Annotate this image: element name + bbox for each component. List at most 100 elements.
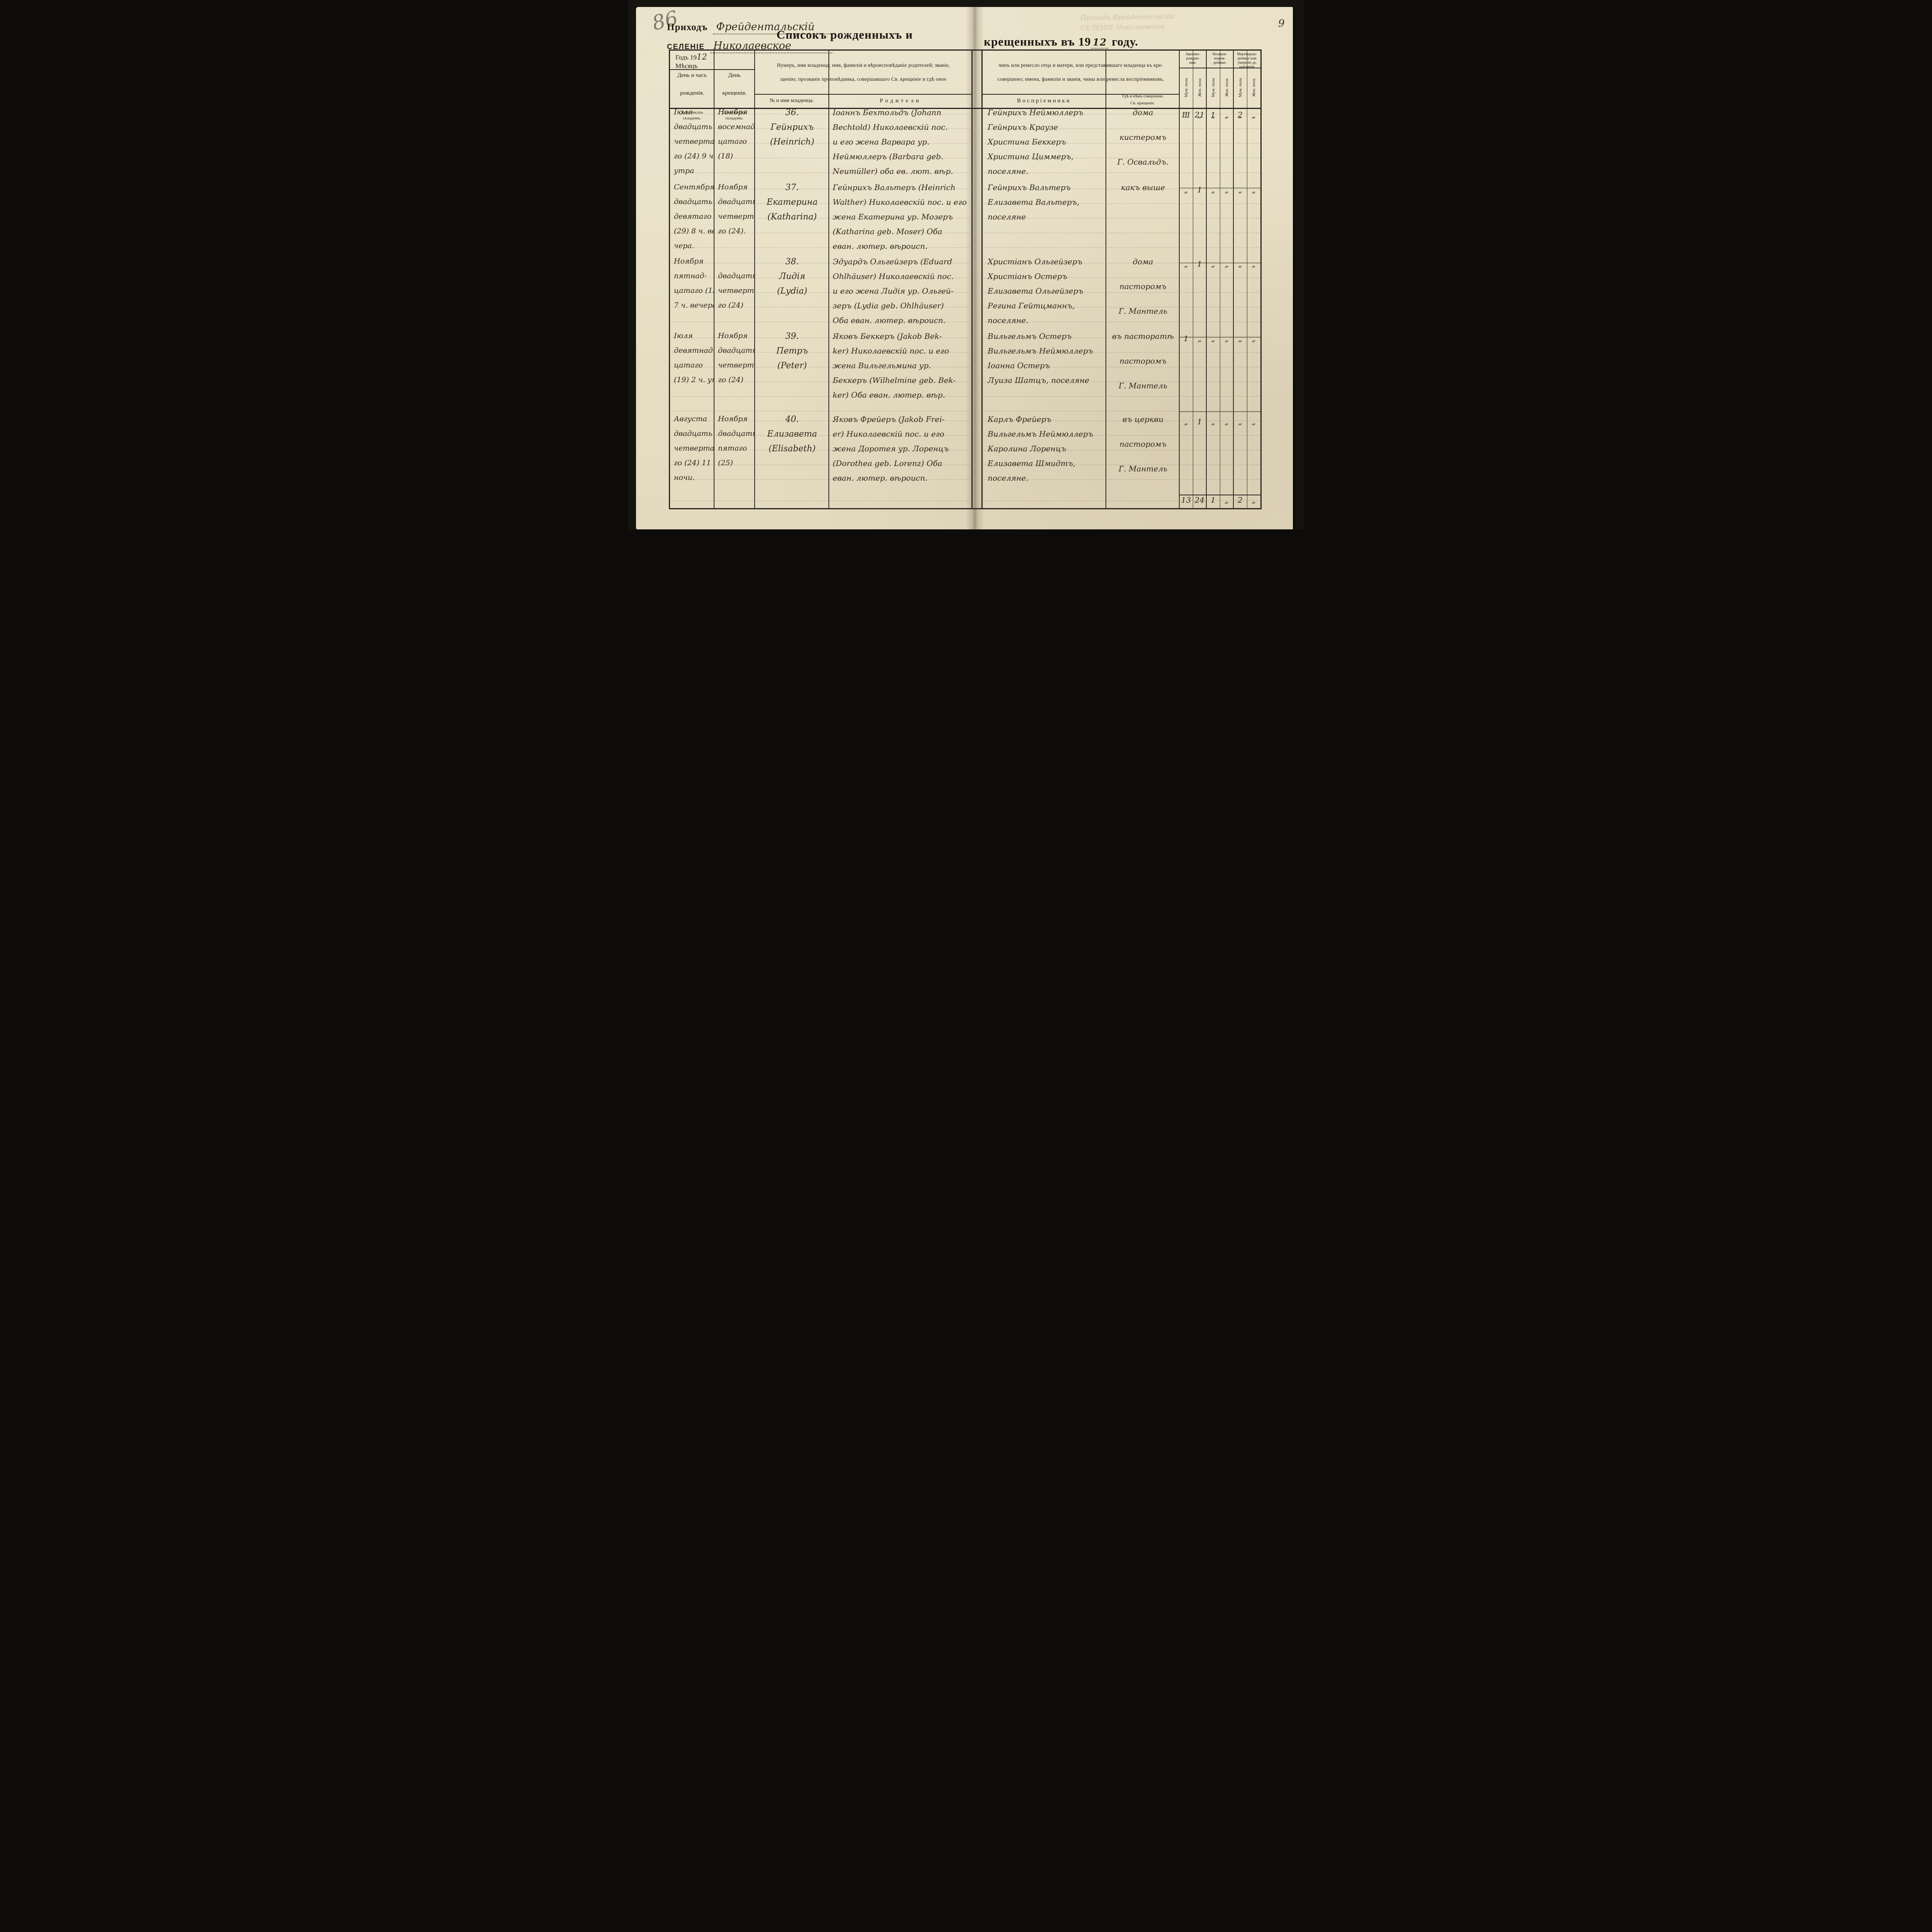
- text-line: четверта-: [718, 286, 755, 295]
- stat-cell-legit-male: 1: [1179, 108, 1193, 183]
- text-line: Г. Мантель: [1119, 306, 1167, 316]
- text-line: пятнад-: [674, 272, 707, 280]
- register-entry-row: Августа двадцать четверта-го (24) 11 ч. ноч…: [670, 415, 1260, 489]
- text-line: складомъ.: [725, 116, 743, 121]
- title-right-pre: крещенныхъ въ 19: [984, 35, 1091, 48]
- text-line: складомъ.: [683, 116, 701, 121]
- text-line: Христіанъ Ольгейзеръ: [988, 257, 1082, 266]
- text-line: Ноября: [718, 108, 748, 116]
- text-line: четверта-: [718, 361, 755, 369]
- text-line: зеръ (Lydia geb. Ohlhäuser): [833, 301, 944, 310]
- page-title-right: крещенныхъ въ 19 12 году.: [984, 35, 1216, 49]
- text-line: Елизавета Шмидтъ,: [988, 459, 1076, 468]
- text-line: и его жена Лидія ур. Ольгей-: [833, 286, 954, 296]
- text-line: восемнад-: [718, 122, 755, 131]
- text-line: ночи.: [674, 473, 695, 482]
- day-note-baptism: День писать складомъ.: [714, 109, 755, 124]
- birth-date-cell: Ноября пятнад-цатаго (15) 7 ч. вечера: [670, 257, 714, 332]
- col-header-male: Муж. пола: [1238, 78, 1243, 97]
- stat-cell-stillborn-male: „: [1233, 415, 1247, 489]
- stat-cell-legit-male: „: [1179, 415, 1193, 489]
- text-line: утра: [674, 167, 694, 175]
- stat-cell-illegit-male: „: [1206, 257, 1220, 332]
- carryover-value: 2: [1238, 110, 1243, 119]
- text-line: Walther) Николаевскій пос. и его: [833, 197, 967, 207]
- text-line: Г. Мантель: [1119, 381, 1167, 390]
- col-header-female: Жен. пола: [1224, 78, 1229, 97]
- stat-cell-illegit-female: „: [1220, 257, 1233, 332]
- stat-cell-illegit-male: „: [1206, 183, 1220, 257]
- number-and-name-cell: 38. Лидія (Lydia): [755, 257, 829, 332]
- text-line: Ноября: [718, 415, 748, 423]
- page-fold-gap: [972, 495, 982, 508]
- place-and-officiant-cell: дома пасторомъ Г. Мантель: [1106, 257, 1179, 332]
- text-line: Августа: [674, 415, 707, 423]
- text-line: го (24): [718, 301, 744, 310]
- page-fold-gap: [972, 257, 982, 332]
- header-rule: [670, 69, 755, 70]
- text-line: го (24) 11 ч.: [674, 459, 714, 467]
- stat-cell-illegit-male: „: [1206, 108, 1220, 183]
- page-totals-row: 13 24 1 „ 2 „: [670, 495, 1260, 508]
- stat-cell-stillborn-female: „: [1247, 415, 1260, 489]
- baptism-date-cell: Ноября двадцать пятаго (25): [714, 415, 755, 489]
- header-line: щенію; прозваніе проповѣдника, совершавш…: [780, 76, 947, 82]
- text-line: го (24) 9 ч.: [674, 152, 714, 160]
- text-line: Мертворож-: [1236, 52, 1257, 56]
- birth-date-cell: Сентября двадцать девятаго (29) 8 ч. ве-чер…: [670, 183, 714, 257]
- table-body: 11 21 1 „ 2 „ Іюля двадцать четверта-го (2…: [670, 108, 1260, 489]
- col-header-birth-day: День и часъ рожденія.: [670, 69, 714, 108]
- sponsors-cell: Карлъ Фрейеръ Вильгельмъ Неймюллеръ Кароли…: [982, 415, 1106, 489]
- text-line: Гейнрихъ: [770, 122, 814, 132]
- baptism-date-cell: Ноября восемнад-цатаго (18): [714, 108, 755, 183]
- stat-cell-stillborn-male: „: [1233, 332, 1247, 415]
- col-header-female: Жен. пола: [1251, 78, 1256, 97]
- text-line: какъ выше: [1121, 183, 1165, 192]
- sponsors-cell: Гейнрихъ Неймюллеръ Гейнрихъ Краузе Христи…: [982, 108, 1106, 183]
- empty-cell: [1106, 495, 1179, 508]
- text-line: Ноября: [718, 332, 748, 340]
- place-and-officiant-cell: въ церкви пасторомъ Г. Мантель: [1106, 415, 1179, 489]
- number-and-name-cell: 37. Екатерина (Katharina): [755, 183, 829, 257]
- text-line: (Heinrich): [770, 137, 815, 147]
- number-and-name-cell: 40. Елизавета (Elisabeth): [755, 415, 829, 489]
- col-header-male: Муж. пола: [1184, 78, 1189, 97]
- day-note-birth: День писать складомъ.: [670, 109, 714, 124]
- register-table: Годъ 1912 Мѣсяцъ День и часъ рожденія. Де…: [669, 49, 1262, 509]
- col-group-legitimate: Законно-рожден-ные.: [1179, 51, 1206, 68]
- bleed-through-text: Приходъ Фрейдентальскій СЕЛЕНІЕ Николаев…: [1080, 10, 1262, 33]
- photo-canvas: 86 Приходъ Фрейдентальскій СЕЛЕНІЕ Никол…: [628, 0, 1304, 529]
- header-line: чинъ или ремесло отца и матери, или пред…: [998, 62, 1163, 68]
- register-entry-row: Сентября двадцать девятаго (29) 8 ч. ве-чер…: [670, 183, 1260, 257]
- text-line: Іюля: [674, 332, 693, 340]
- page-fold-gap: [972, 108, 982, 183]
- text-line: дома: [1133, 108, 1153, 117]
- text-line: Вильгельмъ Остеръ: [988, 332, 1072, 341]
- birth-date-cell: Августа двадцать четверта-го (24) 11 ч. ноч…: [670, 415, 714, 489]
- text-line: Неймюллеръ (Barbara geb.: [833, 152, 944, 161]
- text-line: День: [728, 72, 741, 78]
- total-stillborn-male: 2: [1233, 495, 1247, 508]
- text-line: Ноября: [718, 183, 748, 191]
- stat-cell-illegit-female: „: [1220, 183, 1233, 257]
- text-line: въ пасторатѣ: [1112, 332, 1174, 341]
- text-line: 40.: [785, 415, 799, 424]
- text-line: двадцать: [718, 197, 755, 206]
- table-header: Годъ 1912 Мѣсяцъ День и часъ рожденія. Де…: [670, 51, 1260, 108]
- text-line: го (24).: [718, 227, 746, 235]
- text-line: 38.: [785, 257, 799, 267]
- stat-cell-illegit-male: „: [1206, 415, 1220, 489]
- stat-cell-illegit-female: „: [1220, 415, 1233, 489]
- stat-cell-stillborn-female: „: [1247, 257, 1260, 332]
- stat-cell-illegit-female: „: [1220, 108, 1233, 183]
- stat-cell-legit-female: 1: [1193, 257, 1206, 332]
- text-line: ker) Николаевскій пос. и его: [833, 346, 949, 355]
- col-header-sponsors: Воспріемники: [1017, 97, 1071, 104]
- year-month-cell: Годъ 1912 Мѣсяцъ: [670, 51, 755, 70]
- text-line: поселяне.: [988, 316, 1029, 325]
- text-line: er) Николаевскій пос. и его: [833, 429, 944, 439]
- right-page-edge-rule: [981, 51, 983, 508]
- text-line: Яковъ Фрейеръ (Jakob Frei-: [833, 415, 945, 424]
- text-line: Ohlhäuser) Николаевскій пос.: [833, 272, 954, 281]
- total-legit-male: 13: [1179, 495, 1193, 508]
